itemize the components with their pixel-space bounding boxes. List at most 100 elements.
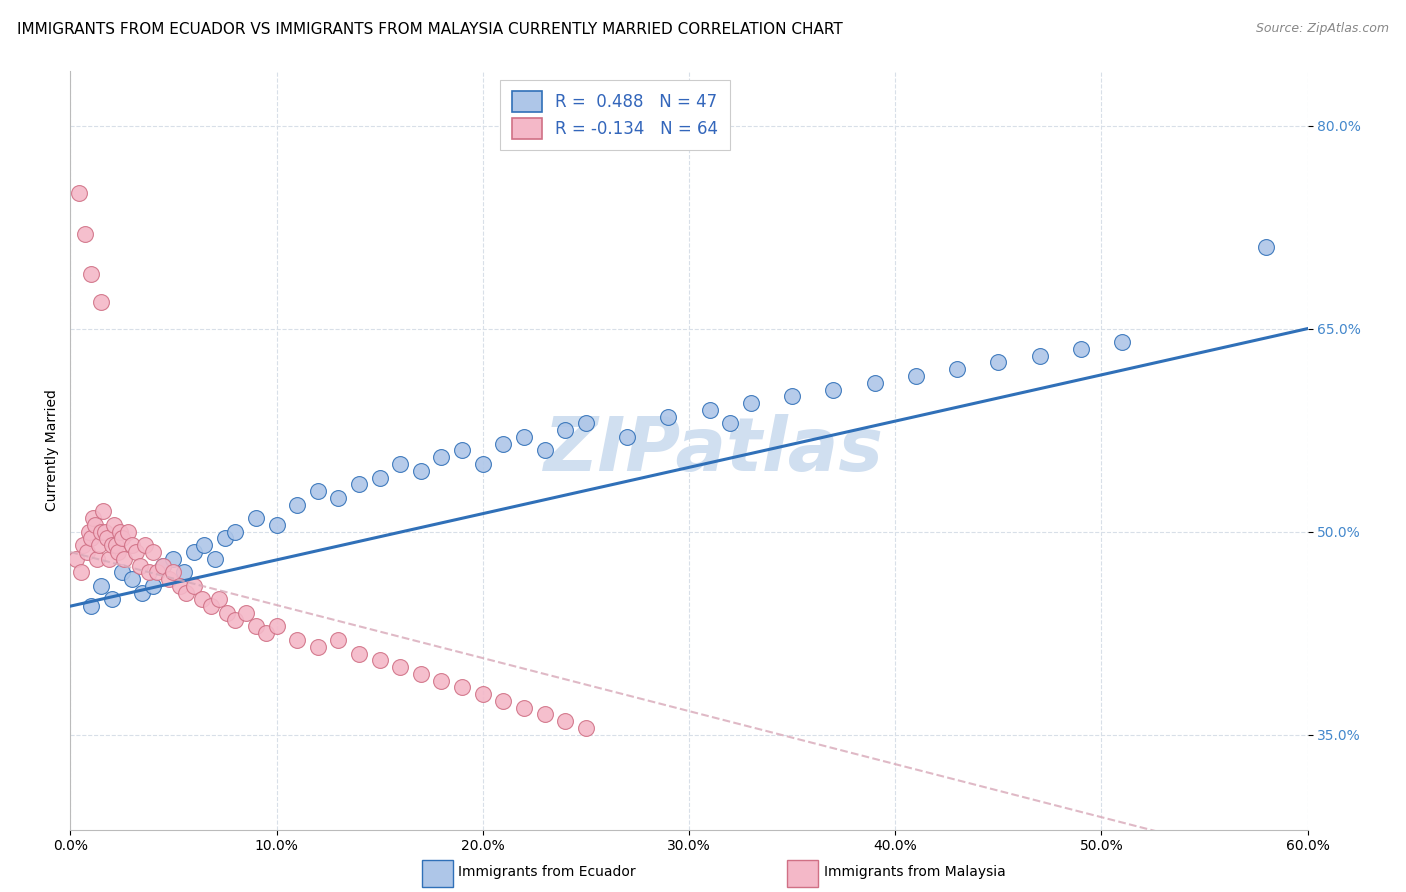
Point	[409, 464, 432, 478]
Point	[533, 707, 555, 722]
Point	[1070, 342, 1092, 356]
Point	[90, 294, 112, 309]
Point	[266, 517, 288, 532]
Point	[103, 517, 125, 532]
Point	[84, 517, 107, 532]
Point	[1111, 335, 1133, 350]
Text: Immigrants from Ecuador: Immigrants from Ecuador	[458, 865, 636, 880]
Point	[157, 572, 180, 586]
Point	[430, 673, 453, 688]
Point	[86, 551, 108, 566]
Point	[107, 545, 129, 559]
Point	[471, 457, 494, 471]
Point	[90, 524, 112, 539]
Point	[245, 511, 267, 525]
Point	[471, 687, 494, 701]
Point	[1256, 240, 1278, 254]
Point	[100, 592, 122, 607]
Point	[174, 585, 197, 599]
Point	[575, 721, 598, 735]
Point	[77, 524, 100, 539]
Point	[142, 545, 165, 559]
Point	[224, 524, 246, 539]
Legend: R =  0.488   N = 47, R = -0.134   N = 64: R = 0.488 N = 47, R = -0.134 N = 64	[501, 79, 730, 151]
Point	[285, 633, 308, 648]
Point	[368, 653, 391, 667]
Point	[214, 532, 236, 546]
Point	[89, 538, 111, 552]
Point	[191, 592, 214, 607]
Point	[409, 666, 432, 681]
Point	[94, 524, 117, 539]
Point	[235, 606, 257, 620]
Point	[451, 443, 474, 458]
Point	[65, 551, 87, 566]
Point	[285, 498, 308, 512]
Point	[699, 402, 721, 417]
Point	[69, 566, 91, 580]
Point	[108, 524, 131, 539]
Point	[152, 558, 174, 573]
Point	[492, 436, 515, 450]
Point	[162, 551, 184, 566]
Text: Immigrants from Malaysia: Immigrants from Malaysia	[824, 865, 1005, 880]
Point	[169, 579, 191, 593]
Point	[98, 551, 121, 566]
Point	[100, 538, 122, 552]
Point	[554, 423, 576, 437]
Point	[121, 572, 143, 586]
Point	[138, 566, 160, 580]
Point	[90, 579, 112, 593]
Point	[513, 700, 536, 714]
Point	[80, 268, 103, 282]
Point	[117, 524, 139, 539]
Point	[451, 681, 474, 695]
Point	[91, 504, 114, 518]
Y-axis label: Currently Married: Currently Married	[45, 390, 59, 511]
Point	[513, 430, 536, 444]
Point	[554, 714, 576, 729]
Point	[131, 585, 153, 599]
Point	[718, 417, 741, 431]
Point	[80, 599, 103, 614]
Point	[208, 592, 231, 607]
Point	[142, 579, 165, 593]
Point	[204, 551, 226, 566]
Point	[72, 538, 94, 552]
Point	[575, 417, 598, 431]
Point	[657, 409, 679, 424]
Point	[104, 538, 127, 552]
Point	[224, 613, 246, 627]
Point	[129, 558, 152, 573]
Point	[904, 369, 927, 384]
Point	[266, 619, 288, 633]
Point	[183, 579, 205, 593]
Point	[823, 383, 845, 397]
Point	[987, 355, 1010, 369]
Point	[125, 545, 148, 559]
Point	[76, 545, 98, 559]
Point	[245, 619, 267, 633]
Point	[1028, 349, 1050, 363]
Point	[347, 647, 370, 661]
Text: IMMIGRANTS FROM ECUADOR VS IMMIGRANTS FROM MALAYSIA CURRENTLY MARRIED CORRELATIO: IMMIGRANTS FROM ECUADOR VS IMMIGRANTS FR…	[17, 22, 842, 37]
Point	[328, 491, 350, 505]
Point	[215, 606, 238, 620]
Point	[162, 566, 184, 580]
Point	[96, 532, 118, 546]
Point	[134, 538, 156, 552]
Point	[111, 566, 134, 580]
Point	[82, 511, 104, 525]
Point	[533, 443, 555, 458]
Point	[492, 694, 515, 708]
Point	[430, 450, 453, 465]
Point	[193, 538, 215, 552]
Point	[152, 558, 174, 573]
Point	[173, 566, 195, 580]
Point	[389, 457, 412, 471]
Point	[780, 389, 803, 403]
Point	[347, 477, 370, 491]
Point	[863, 376, 886, 390]
Point	[254, 626, 277, 640]
Point	[389, 660, 412, 674]
